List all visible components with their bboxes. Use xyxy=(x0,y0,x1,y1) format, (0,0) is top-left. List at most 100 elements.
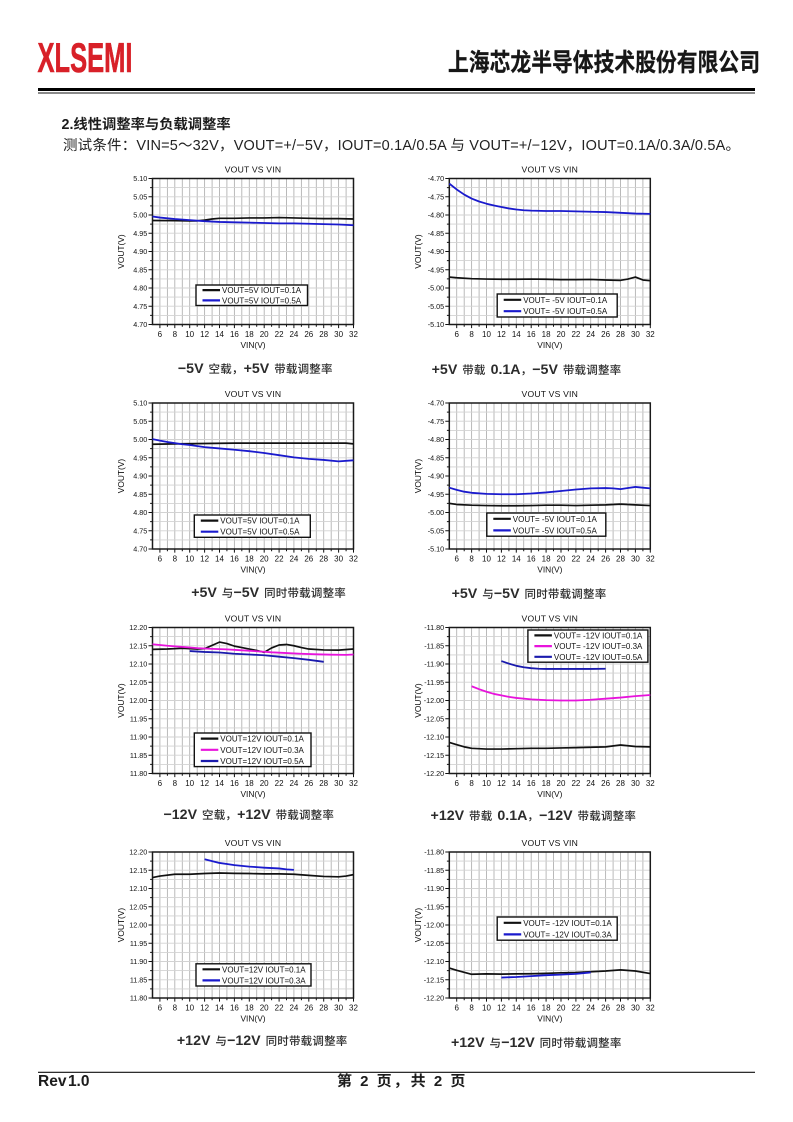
svg-text:26: 26 xyxy=(601,1003,610,1012)
svg-text:-4.75: -4.75 xyxy=(428,417,444,426)
svg-text:12.20: 12.20 xyxy=(129,848,147,857)
svg-text:-4.70: -4.70 xyxy=(428,174,444,183)
svg-text:16: 16 xyxy=(230,1003,239,1012)
svg-text:28: 28 xyxy=(616,1003,625,1012)
svg-text:12: 12 xyxy=(497,554,506,563)
svg-text:16: 16 xyxy=(527,330,536,339)
svg-text:VOUT= -5V IOUT=0.5A: VOUT= -5V IOUT=0.5A xyxy=(513,526,598,535)
svg-text:26: 26 xyxy=(304,330,313,339)
svg-text:VIN(V): VIN(V) xyxy=(537,1014,562,1024)
svg-text:4.80: 4.80 xyxy=(133,284,147,293)
svg-text:4.70: 4.70 xyxy=(133,545,147,554)
svg-text:18: 18 xyxy=(542,554,551,563)
svg-text:-5.00: -5.00 xyxy=(428,284,444,293)
svg-text:VIN(V): VIN(V) xyxy=(537,340,562,350)
svg-text:32: 32 xyxy=(646,330,655,339)
svg-text:12: 12 xyxy=(200,554,209,563)
svg-text:5.05: 5.05 xyxy=(133,192,147,201)
svg-text:VOUT=12V IOUT=0.1A: VOUT=12V IOUT=0.1A xyxy=(220,735,304,744)
svg-text:-4.75: -4.75 xyxy=(428,192,444,201)
svg-text:12.05: 12.05 xyxy=(129,902,147,911)
svg-text:18: 18 xyxy=(245,1003,254,1012)
svg-text:-5.00: -5.00 xyxy=(428,508,444,517)
svg-text:VOUT= -5V IOUT=0.1A: VOUT= -5V IOUT=0.1A xyxy=(513,515,598,524)
svg-text:12.10: 12.10 xyxy=(129,660,147,669)
svg-text:5.00: 5.00 xyxy=(133,435,147,444)
svg-text:VOUT= -5V IOUT=0.1A: VOUT= -5V IOUT=0.1A xyxy=(523,296,608,305)
svg-text:VOUT(V): VOUT(V) xyxy=(413,908,423,943)
svg-text:26: 26 xyxy=(601,330,610,339)
svg-text:26: 26 xyxy=(601,779,610,788)
svg-text:6: 6 xyxy=(454,554,459,563)
svg-text:20: 20 xyxy=(557,554,566,563)
svg-text:16: 16 xyxy=(230,554,239,563)
svg-text:26: 26 xyxy=(304,1003,313,1012)
svg-text:VIN(V): VIN(V) xyxy=(537,565,562,575)
svg-text:VOUT=5V IOUT=0.1A: VOUT=5V IOUT=0.1A xyxy=(222,286,302,295)
svg-text:4.90: 4.90 xyxy=(133,247,147,256)
svg-text:6: 6 xyxy=(158,1003,163,1012)
svg-text:VOUT=12V IOUT=0.5A: VOUT=12V IOUT=0.5A xyxy=(220,757,304,766)
svg-text:VOUT(V): VOUT(V) xyxy=(413,234,423,269)
svg-text:20: 20 xyxy=(260,554,269,563)
svg-text:VOUT= -12V IOUT=0.3A: VOUT= -12V IOUT=0.3A xyxy=(554,642,643,651)
svg-text:28: 28 xyxy=(616,554,625,563)
svg-text:18: 18 xyxy=(542,779,551,788)
svg-text:4.70: 4.70 xyxy=(133,320,147,329)
svg-text:VIN(V): VIN(V) xyxy=(240,1014,265,1024)
svg-text:16: 16 xyxy=(527,554,536,563)
svg-text:VOUT= -12V IOUT=0.5A: VOUT= -12V IOUT=0.5A xyxy=(554,653,643,662)
svg-text:8: 8 xyxy=(469,330,474,339)
svg-text:10: 10 xyxy=(185,330,194,339)
svg-text:11.95: 11.95 xyxy=(130,714,147,723)
svg-text:4.75: 4.75 xyxy=(133,526,147,535)
svg-text:14: 14 xyxy=(215,330,224,339)
svg-text:22: 22 xyxy=(275,779,284,788)
svg-text:VOUT= -12V IOUT=0.1A: VOUT= -12V IOUT=0.1A xyxy=(554,631,643,640)
svg-text:28: 28 xyxy=(319,779,328,788)
svg-text:VOUT=12V IOUT=0.1A: VOUT=12V IOUT=0.1A xyxy=(222,965,306,974)
svg-text:4.85: 4.85 xyxy=(133,265,147,274)
svg-text:28: 28 xyxy=(319,1003,328,1012)
svg-text:8: 8 xyxy=(469,779,474,788)
svg-text:20: 20 xyxy=(557,1003,566,1012)
svg-text:-11.85: -11.85 xyxy=(424,866,444,875)
svg-text:18: 18 xyxy=(542,1003,551,1012)
svg-text:32: 32 xyxy=(646,779,655,788)
svg-text:11.90: 11.90 xyxy=(130,733,147,742)
svg-text:VOUT VS VIN: VOUT VS VIN xyxy=(522,389,578,399)
svg-text:24: 24 xyxy=(289,554,298,563)
svg-text:6: 6 xyxy=(454,1003,459,1012)
svg-text:4.75: 4.75 xyxy=(133,302,147,311)
svg-text:24: 24 xyxy=(586,779,595,788)
svg-text:24: 24 xyxy=(289,330,298,339)
svg-text:VOUT(V): VOUT(V) xyxy=(413,459,423,494)
svg-text:26: 26 xyxy=(304,554,313,563)
svg-text:22: 22 xyxy=(571,330,580,339)
svg-text:12: 12 xyxy=(497,1003,506,1012)
svg-text:VOUT VS VIN: VOUT VS VIN xyxy=(225,613,281,623)
svg-text:12.15: 12.15 xyxy=(129,866,147,875)
svg-text:-5.10: -5.10 xyxy=(428,320,444,329)
svg-text:-11.85: -11.85 xyxy=(424,641,444,650)
svg-text:6: 6 xyxy=(454,779,459,788)
svg-text:20: 20 xyxy=(260,330,269,339)
svg-text:11.90: 11.90 xyxy=(130,957,147,966)
svg-text:18: 18 xyxy=(542,330,551,339)
svg-text:-11.95: -11.95 xyxy=(424,902,444,911)
svg-text:VOUT=12V IOUT=0.3A: VOUT=12V IOUT=0.3A xyxy=(222,976,306,985)
svg-text:VIN(V): VIN(V) xyxy=(537,789,562,799)
svg-text:30: 30 xyxy=(631,1003,640,1012)
svg-text:24: 24 xyxy=(289,1003,298,1012)
svg-text:5.10: 5.10 xyxy=(133,399,147,408)
svg-text:VOUT VS VIN: VOUT VS VIN xyxy=(522,838,578,848)
svg-text:16: 16 xyxy=(230,779,239,788)
svg-text:5.00: 5.00 xyxy=(133,211,147,220)
svg-text:14: 14 xyxy=(215,554,224,563)
svg-text:VOUT= -12V IOUT=0.1A: VOUT= -12V IOUT=0.1A xyxy=(523,919,612,928)
svg-text:VOUT VS VIN: VOUT VS VIN xyxy=(225,164,281,174)
svg-text:-12.05: -12.05 xyxy=(424,939,444,948)
svg-text:20: 20 xyxy=(260,779,269,788)
svg-text:10: 10 xyxy=(482,330,491,339)
svg-text:-4.70: -4.70 xyxy=(428,399,444,408)
